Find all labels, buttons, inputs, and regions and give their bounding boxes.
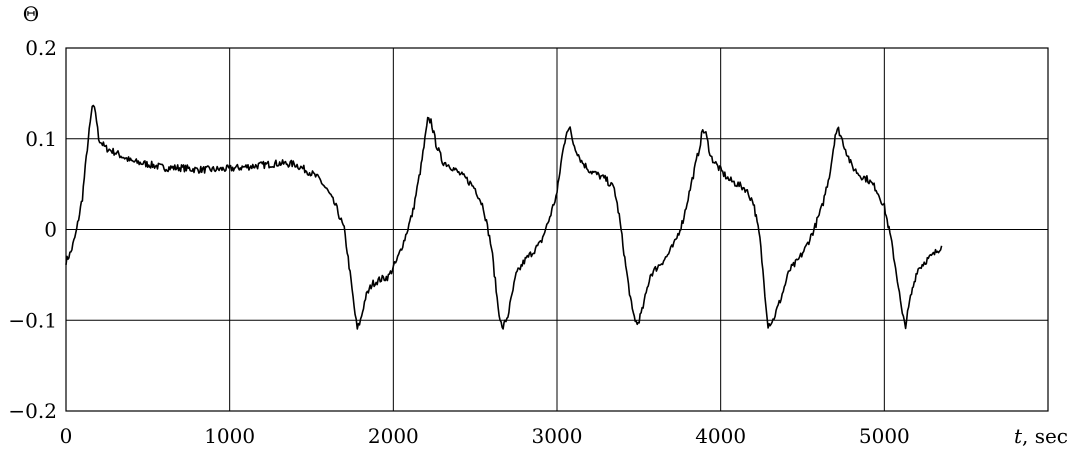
y-tick-label: 0.2: [25, 36, 57, 60]
x-tick-label: 1000: [204, 424, 255, 448]
y-tick-label: 0: [44, 218, 57, 242]
x-tick-label: 4000: [695, 424, 746, 448]
x-axis-label-unit: , sec: [1022, 424, 1068, 448]
x-tick-label: 3000: [532, 424, 583, 448]
x-axis-label: t, sec: [1014, 424, 1068, 448]
x-tick-label: 5000: [859, 424, 910, 448]
y-tick-label: −0.1: [8, 308, 57, 332]
x-tick-labels: 0 1000 2000 3000 4000 5000: [60, 424, 910, 448]
x-tick-label: 2000: [368, 424, 419, 448]
y-tick-labels: −0.2 −0.1 0 0.1 0.2: [8, 36, 57, 423]
y-axis-label: Θ: [23, 2, 39, 26]
x-tick-label: 0: [60, 424, 73, 448]
y-tick-label: −0.2: [8, 399, 57, 423]
y-tick-label: 0.1: [25, 127, 57, 151]
grid-lines: [66, 48, 1048, 411]
